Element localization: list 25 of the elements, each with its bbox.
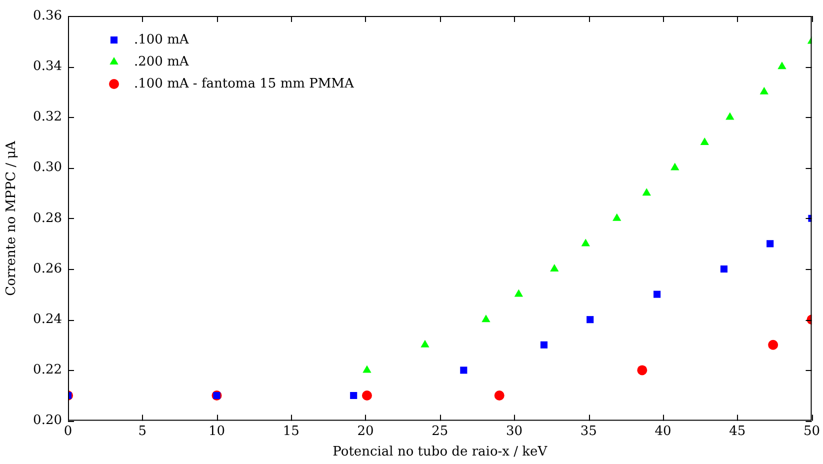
- y-tick-label: 0.32: [33, 110, 62, 125]
- x-tick-label: 15: [282, 424, 300, 439]
- x-tick-label: 40: [654, 424, 672, 439]
- y-tick-label: 0.24: [33, 312, 62, 327]
- x-tick-label: 10: [208, 424, 226, 439]
- y-tick-label: 0.28: [33, 210, 62, 226]
- y-tick-label: 0.20: [33, 413, 62, 428]
- x-tick-label: 0: [64, 424, 72, 439]
- legend-label: .100 mA - fantoma 15 mm PMMA: [134, 76, 354, 92]
- x-tick-label: 30: [506, 424, 523, 439]
- y-axis-title: Corrente no MPPC / μA: [4, 140, 20, 296]
- x-tick-label: 35: [580, 424, 597, 439]
- y-tick-label: 0.36: [33, 8, 62, 24]
- y-tick-label: 0.26: [33, 261, 62, 276]
- legend-label: .200 mA: [134, 54, 190, 70]
- x-axis-title: Potencial no tubo de raio-x / keV: [332, 444, 548, 460]
- x-tick-label: 45: [729, 424, 746, 439]
- y-tick-label: 0.34: [33, 58, 62, 74]
- x-tick-label: 5: [138, 424, 147, 439]
- x-tick-label: 20: [357, 424, 374, 439]
- x-tick-label: 25: [432, 424, 448, 439]
- y-tick-label: 0.22: [33, 362, 62, 378]
- x-tick-label: 50: [803, 424, 820, 439]
- y-tick-label: 0.30: [33, 160, 62, 176]
- legend-label: .100 mA: [134, 32, 190, 48]
